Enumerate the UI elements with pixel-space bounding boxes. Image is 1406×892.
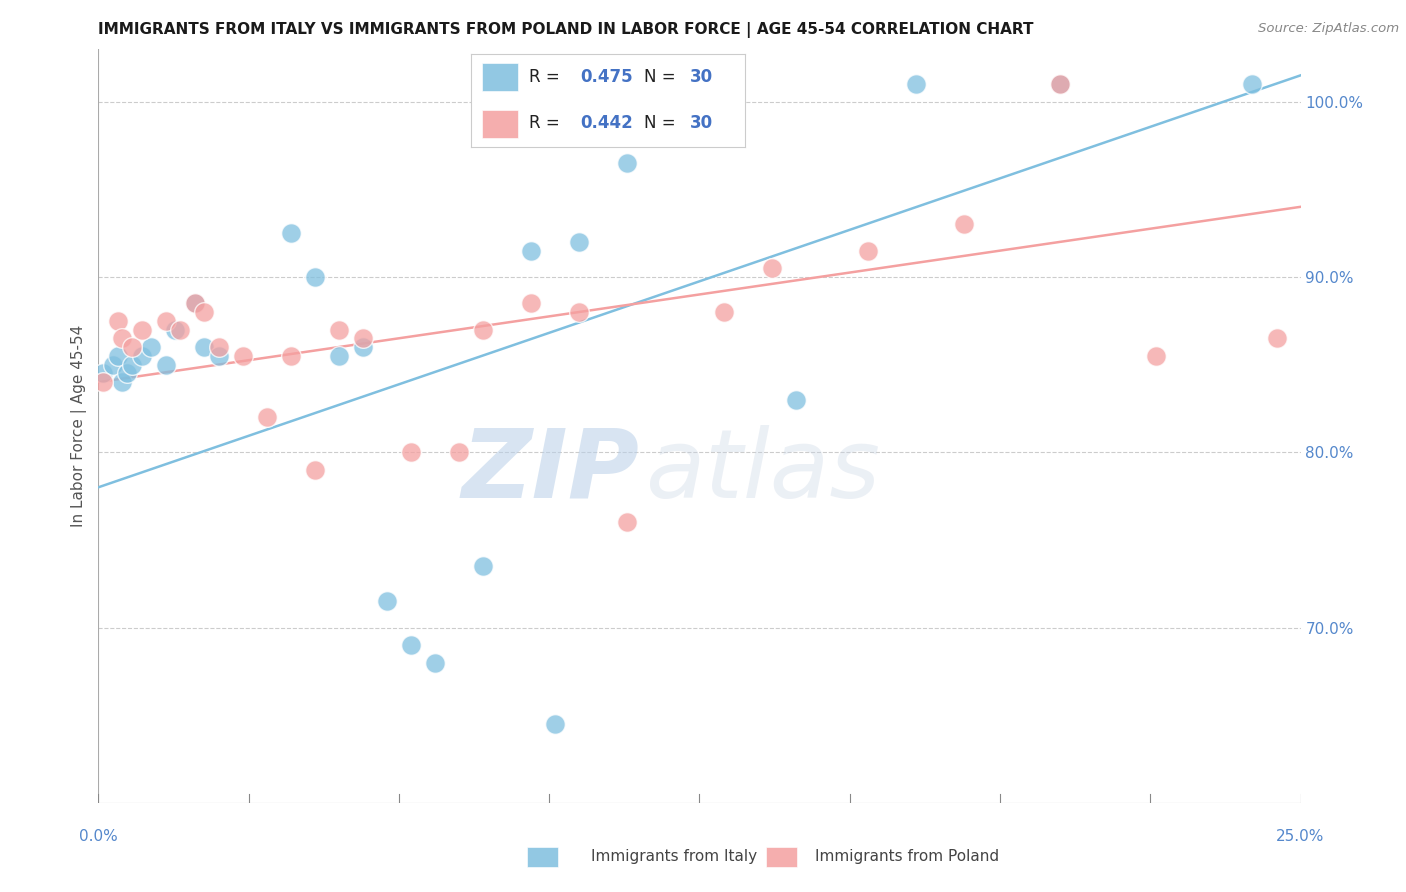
Point [520, 296, 543, 310]
Point [101, 358, 124, 372]
Text: 0.0%: 0.0% [79, 829, 118, 844]
Point [375, 594, 398, 608]
Point [953, 218, 976, 232]
Point [520, 244, 543, 258]
Point [107, 349, 129, 363]
Point [352, 340, 374, 354]
Point [131, 349, 153, 363]
Point [1144, 349, 1167, 363]
Point [304, 463, 326, 477]
Point [165, 322, 187, 336]
Point [117, 367, 139, 381]
Point [107, 314, 129, 328]
Point [904, 77, 927, 91]
Point [664, 77, 686, 91]
FancyBboxPatch shape [482, 110, 517, 138]
Point [352, 331, 374, 345]
Point [193, 340, 215, 354]
Point [856, 244, 879, 258]
Point [169, 322, 191, 336]
Point [568, 305, 591, 319]
Point [91, 367, 114, 381]
Point [1049, 77, 1071, 91]
Point [155, 358, 177, 372]
Point [616, 156, 638, 170]
Text: atlas: atlas [645, 425, 880, 517]
Point [664, 77, 686, 91]
Y-axis label: In Labor Force | Age 45-54: In Labor Force | Age 45-54 [72, 325, 87, 527]
Text: Source: ZipAtlas.com: Source: ZipAtlas.com [1258, 22, 1399, 36]
Point [1241, 77, 1264, 91]
Point [328, 322, 350, 336]
Point [141, 340, 163, 354]
Point [472, 322, 495, 336]
Point [155, 314, 177, 328]
Point [423, 656, 446, 670]
Text: ZIP: ZIP [461, 425, 640, 517]
Point [544, 717, 567, 731]
Text: N =: N = [644, 114, 681, 132]
Point [447, 445, 470, 459]
Text: IMMIGRANTS FROM ITALY VS IMMIGRANTS FROM POLAND IN LABOR FORCE | AGE 45-54 CORRE: IMMIGRANTS FROM ITALY VS IMMIGRANTS FROM… [98, 22, 1033, 38]
Point [121, 358, 143, 372]
Point [183, 296, 205, 310]
Point [568, 235, 591, 249]
Point [328, 349, 350, 363]
Point [713, 305, 735, 319]
Point [616, 516, 638, 530]
Point [121, 340, 143, 354]
FancyBboxPatch shape [482, 63, 517, 91]
Point [91, 375, 114, 389]
Point [785, 392, 807, 407]
Point [183, 296, 205, 310]
Point [399, 445, 422, 459]
Point [208, 349, 231, 363]
Point [1049, 77, 1071, 91]
Point [232, 349, 254, 363]
Text: Immigrants from Italy: Immigrants from Italy [591, 849, 756, 863]
Text: R =: R = [529, 114, 565, 132]
Point [111, 375, 134, 389]
Point [399, 638, 422, 652]
Text: 30: 30 [690, 68, 713, 86]
Point [761, 261, 783, 276]
Point [111, 331, 134, 345]
Point [193, 305, 215, 319]
Point [280, 226, 302, 240]
Text: R =: R = [529, 68, 565, 86]
Point [472, 559, 495, 574]
Point [304, 269, 326, 284]
Point [1265, 331, 1288, 345]
Point [208, 340, 231, 354]
Point [256, 410, 278, 425]
Text: 30: 30 [690, 114, 713, 132]
Point [131, 322, 153, 336]
Point [280, 349, 302, 363]
Text: N =: N = [644, 68, 681, 86]
Text: Immigrants from Poland: Immigrants from Poland [815, 849, 1000, 863]
Text: 0.475: 0.475 [581, 68, 633, 86]
Text: 25.0%: 25.0% [1277, 829, 1324, 844]
Text: 0.442: 0.442 [581, 114, 634, 132]
